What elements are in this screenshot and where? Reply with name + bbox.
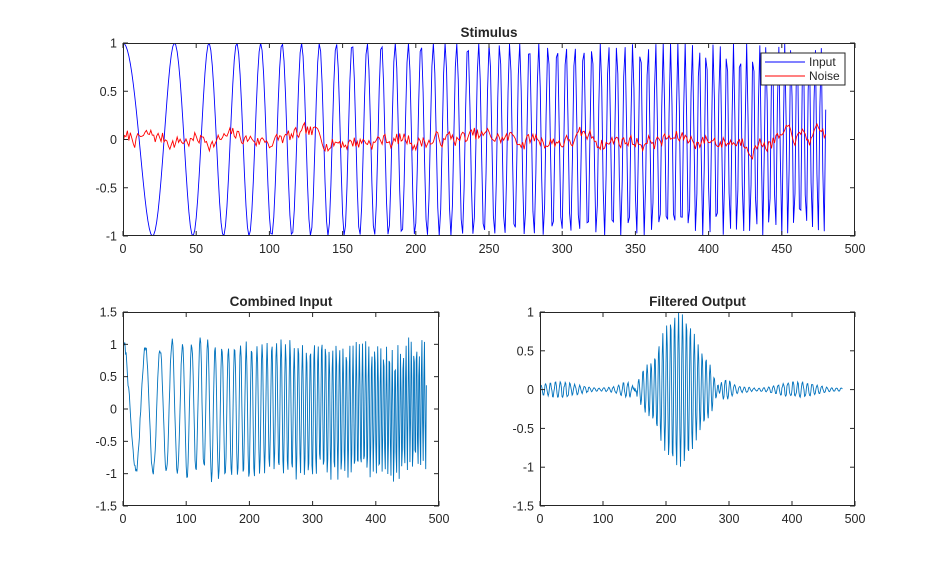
y-tick-label: -1	[106, 467, 117, 481]
y-tick-label: 1	[110, 338, 117, 352]
x-tick-label: 350	[625, 242, 646, 256]
y-tick-label: 0.5	[100, 85, 117, 99]
legend-box	[760, 52, 846, 86]
x-tick-label: 400	[365, 512, 386, 526]
y-tick-label: 0	[110, 403, 117, 417]
noise-series-line	[123, 121, 827, 160]
x-tick-label: 100	[593, 512, 614, 526]
x-tick-label: 0	[537, 512, 544, 526]
legend-label: Input	[809, 55, 836, 69]
x-tick-label: 100	[176, 512, 197, 526]
x-tick-label: 450	[771, 242, 792, 256]
chart-title: Combined Input	[230, 294, 333, 309]
y-tick-label: 0.5	[517, 344, 534, 358]
y-tick-label: 1.5	[100, 306, 117, 320]
x-tick-label: 200	[405, 242, 426, 256]
x-tick-label: 200	[656, 512, 677, 526]
x-tick-label: 0	[120, 242, 127, 256]
x-tick-label: 500	[429, 512, 450, 526]
x-tick-label: 300	[719, 512, 740, 526]
plot-area	[540, 312, 855, 506]
x-tick-label: 300	[302, 512, 323, 526]
y-tick-label: -1.5	[512, 500, 534, 514]
x-tick-label: 0	[120, 512, 127, 526]
x-tick-label: 400	[698, 242, 719, 256]
x-tick-label: 300	[552, 242, 573, 256]
x-tick-label: 200	[239, 512, 260, 526]
axes-box	[540, 312, 855, 506]
combined-series-line	[123, 337, 427, 483]
y-tick-label: -0.5	[95, 181, 117, 195]
stimulus-axes: 0 50 100 150 200 250 300 350 400 450 500 -1 -0.5 0 0.5…	[95, 25, 865, 256]
y-tick-label: 0.5	[100, 370, 117, 384]
y-tick-label: -1	[523, 461, 534, 475]
x-tick-label: 500	[845, 512, 866, 526]
y-tick-label: -1	[106, 230, 117, 244]
y-tick-label: 1	[527, 306, 534, 320]
y-tick-label: -1.5	[95, 500, 117, 514]
x-tick-label: 100	[259, 242, 280, 256]
y-tick-label: 1	[110, 37, 117, 51]
y-tick-label: 0	[110, 133, 117, 147]
filtered-series-line	[540, 312, 843, 467]
chart-title: Stimulus	[460, 25, 517, 40]
y-tick-label: 0	[527, 383, 534, 397]
x-tick-label: 400	[782, 512, 803, 526]
x-tick-label: 150	[332, 242, 353, 256]
x-tick-label: 250	[479, 242, 500, 256]
x-tick-label: 50	[189, 242, 203, 256]
combined-input-axes: 0 100 200 300 400 500 -1.5 -1 -0.5 0 0.5 1 1.5 Combin…	[95, 294, 449, 526]
chart-title: Filtered Output	[649, 294, 746, 309]
y-tick-label: -0.5	[95, 435, 117, 449]
legend-label: Noise	[809, 69, 840, 83]
x-tick-label: 500	[845, 242, 866, 256]
input-series-line	[123, 43, 827, 236]
y-tick-label: -0.5	[512, 422, 534, 436]
filtered-output-axes: 0 100 200 300 400 500 -1.5 -1 -0.5 0 0.5 1 Filtered …	[512, 294, 865, 526]
